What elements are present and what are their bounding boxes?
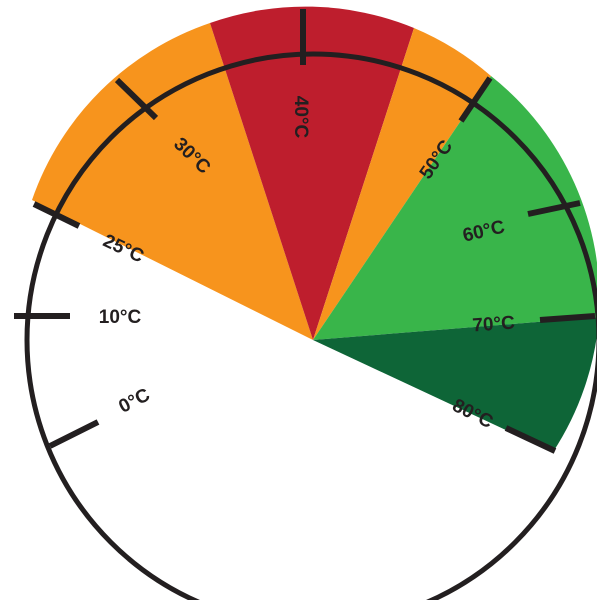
tick-80 (504, 425, 557, 454)
sector-orange-upper (313, 28, 491, 340)
tick-30 (114, 77, 159, 121)
tick-60 (527, 200, 581, 217)
dial-ticks (14, 9, 596, 454)
sector-red-hot (210, 6, 414, 341)
label-70c: 70°C (472, 313, 516, 337)
dial-outline (24, 51, 597, 600)
dial-sectors (3, 6, 597, 600)
sector-orange-warm (32, 23, 313, 340)
sector-dark-green (313, 317, 597, 452)
tick-50 (458, 76, 493, 123)
tick-70 (539, 313, 596, 323)
sector-white-cold (3, 200, 553, 600)
tick-25 (32, 201, 81, 229)
label-40c: 40°C (290, 96, 311, 139)
label-10c: 10°C (99, 307, 142, 328)
sector-green (313, 76, 597, 340)
tick-0 (48, 419, 100, 449)
